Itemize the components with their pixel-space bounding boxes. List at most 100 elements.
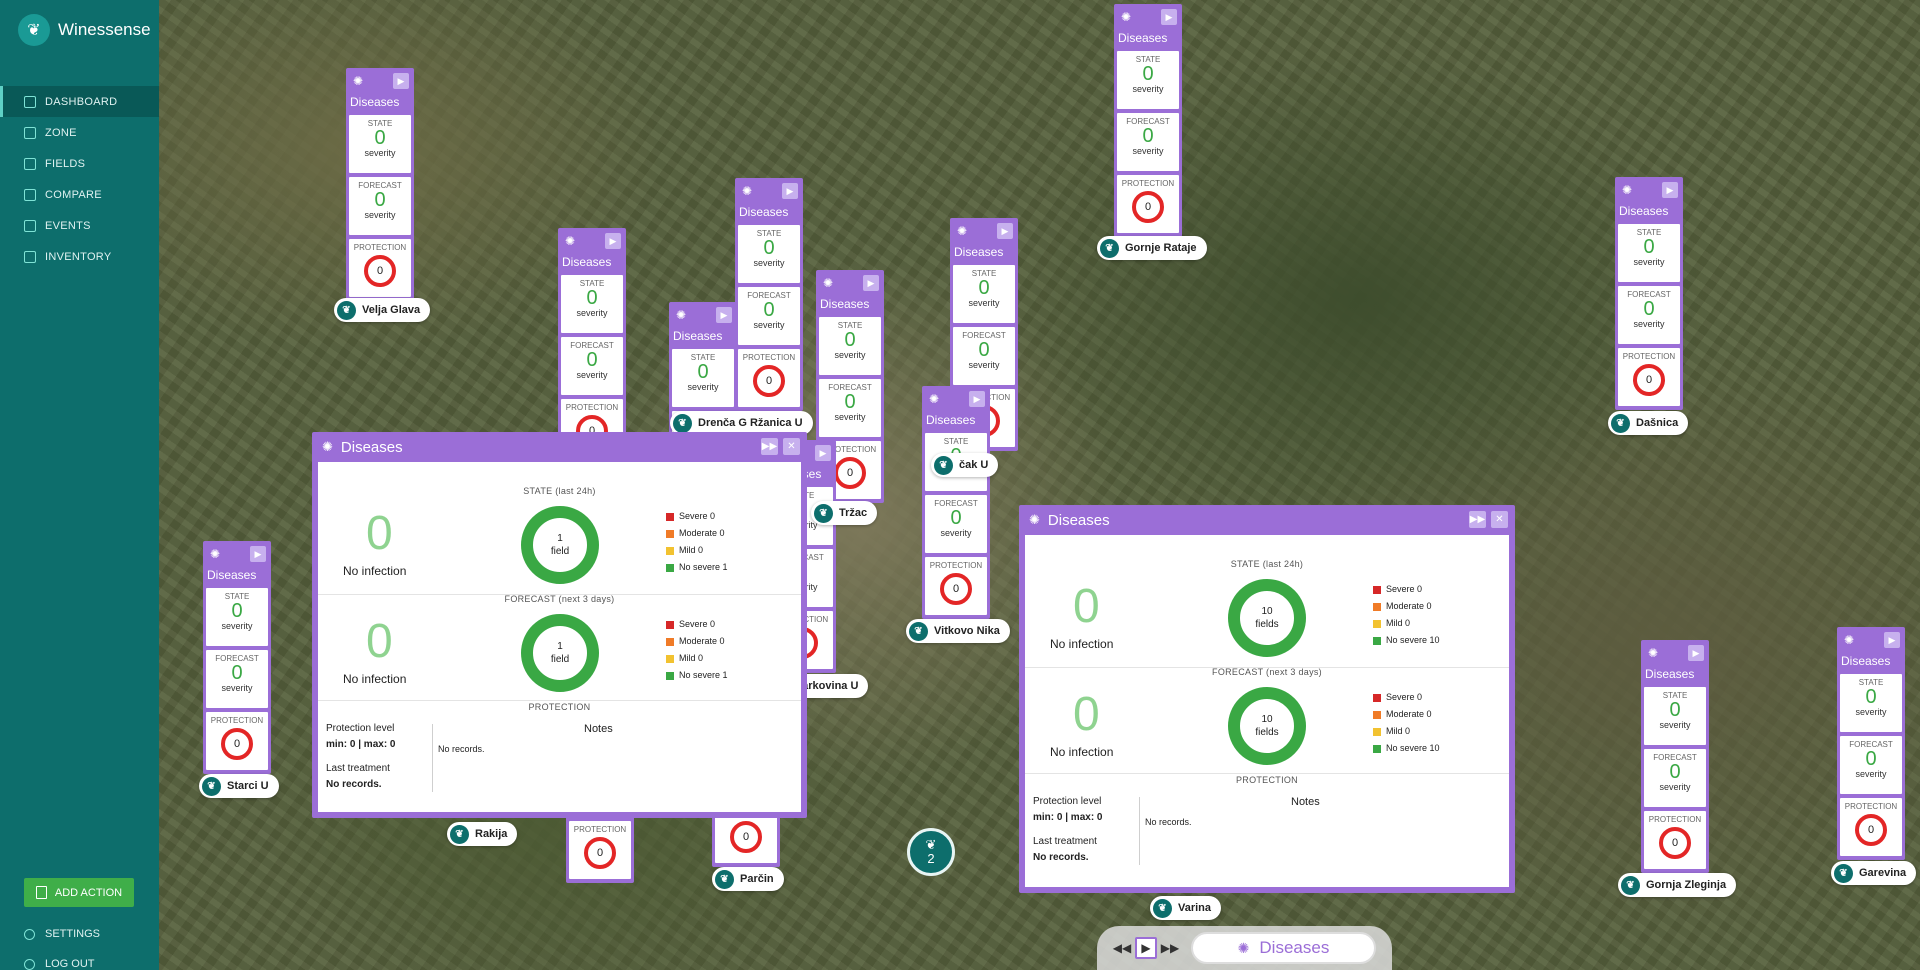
logo[interactable]: ❦ Winessense: [18, 14, 151, 46]
divider: [432, 724, 433, 792]
diseases-popup[interactable]: ✺ Diseases ▶▶ ✕ STATE (last 24h) 0 No in…: [1019, 505, 1515, 893]
nav-fields[interactable]: FIELDS: [0, 148, 159, 179]
nav-inventory[interactable]: INVENTORY: [0, 241, 159, 272]
timeline-player: ◀◀ ▶ ▶▶ ✺ Diseases: [1097, 926, 1392, 970]
location-pin[interactable]: ❦ Tržac: [811, 501, 878, 525]
protection-label: PROTECTION: [565, 403, 619, 412]
location-pin[interactable]: ❦ Gornje Rataje: [1097, 236, 1207, 260]
protection-box: PROTECTION 0: [1618, 348, 1680, 406]
virus-icon: ✺: [353, 74, 364, 88]
expand-arrow-icon[interactable]: ▶: [1884, 632, 1900, 648]
expand-arrow-icon[interactable]: ▶: [605, 233, 621, 249]
virus-icon: ✺: [957, 224, 968, 238]
notes-value: No records.: [438, 744, 485, 754]
expand-arrow-icon[interactable]: ▶: [997, 223, 1013, 239]
location-pin[interactable]: ❦ Varina: [1150, 896, 1222, 920]
expand-arrow-icon[interactable]: ▶: [969, 391, 985, 407]
expand-arrow-icon[interactable]: ▶: [393, 73, 409, 89]
nav-events[interactable]: EVENTS: [0, 210, 159, 241]
location-pin[interactable]: ❦ Parčin: [712, 867, 784, 891]
expand-arrow-icon[interactable]: ▶: [815, 445, 831, 461]
layer-selector[interactable]: ✺ Diseases: [1191, 932, 1376, 964]
grape-icon: ❦: [909, 621, 928, 641]
expand-arrow-icon[interactable]: ▶: [782, 183, 798, 199]
nav-compare[interactable]: COMPARE: [0, 179, 159, 210]
legend-swatch: [1373, 585, 1381, 594]
popup-header: ✺ Diseases ▶▶ ✕: [318, 432, 801, 462]
protection-level-label: Protection level: [326, 723, 395, 734]
expand-arrow-icon[interactable]: ▶: [1161, 9, 1177, 25]
close-icon[interactable]: ✕: [1491, 511, 1508, 528]
legend-item: Severe 0: [666, 508, 728, 525]
forecast-label: FORECAST: [1627, 290, 1671, 299]
logout-link[interactable]: LOG OUT: [24, 958, 95, 970]
nav-zone[interactable]: ZONE: [0, 117, 159, 148]
forecast-text: No infection: [1050, 745, 1114, 759]
severity-label: severity: [1132, 84, 1164, 94]
expand-arrow-icon[interactable]: ▶: [1662, 182, 1678, 198]
grape-icon: ❦: [814, 503, 833, 523]
rewind-button[interactable]: ◀◀: [1112, 941, 1132, 955]
protection-ring: 0: [834, 457, 866, 489]
expand-arrow-icon[interactable]: ▶: [863, 275, 879, 291]
grape-icon: ❦: [715, 869, 734, 889]
forecast-donut: 1 field: [521, 614, 599, 692]
location-pin[interactable]: ❦ Garevina: [1831, 861, 1917, 885]
forecast-value: 0: [1669, 761, 1681, 783]
card-title: Diseases: [739, 205, 789, 219]
play-button[interactable]: ▶: [1135, 937, 1157, 959]
location-pin[interactable]: ❦ Gornja Zleginja: [1618, 873, 1737, 897]
nav-dashboard[interactable]: DASHBOARD: [0, 86, 159, 117]
location-pin[interactable]: ❦ Velja Glava: [334, 298, 431, 322]
legend-label: Moderate 0: [1386, 601, 1432, 611]
expand-arrow-icon[interactable]: ▶: [250, 546, 266, 562]
grape-icon: ❦: [1153, 898, 1172, 918]
last-treatment-value: No records.: [326, 779, 382, 790]
popup-body: STATE (last 24h) 0 No infection 10 fields…: [1025, 535, 1509, 887]
expand-arrow-icon[interactable]: ▶: [1688, 645, 1704, 661]
location-pin[interactable]: ❦ Vitkovo Nika: [906, 619, 1010, 643]
close-icon[interactable]: ✕: [783, 438, 800, 455]
forecast-label: FORECAST: [570, 341, 614, 350]
fast-forward-button[interactable]: ▶▶: [1160, 941, 1180, 955]
location-pin[interactable]: ❦ čak U: [931, 453, 999, 477]
grape-icon: ❦: [1834, 863, 1853, 883]
protection-level-value: min: 0 | max: 0: [326, 739, 396, 750]
expand-arrow-icon[interactable]: ▶: [716, 307, 732, 323]
legend-label: Moderate 0: [1386, 709, 1432, 719]
fast-forward-icon[interactable]: ▶▶: [761, 438, 778, 455]
state-value: 0: [366, 507, 393, 560]
protection-header: PROTECTION: [1235, 775, 1298, 785]
legend-swatch: [1373, 727, 1381, 736]
location-pin[interactable]: ❦ Drenča G Ržanica U: [670, 411, 813, 435]
location-name: Markovina U: [793, 680, 859, 692]
settings-link[interactable]: SETTINGS: [24, 928, 100, 940]
fast-forward-icon[interactable]: ▶▶: [1469, 511, 1486, 528]
state-text: No infection: [343, 564, 407, 578]
state-header: STATE (last 24h): [523, 486, 596, 496]
grape-icon: ❦: [934, 455, 953, 475]
popup-title: Diseases: [1047, 511, 1110, 529]
satellite-map[interactable]: ✺ ▶ Diseases STATE 0 severity FORECAST 0 sev…: [159, 0, 1920, 970]
field-cluster-marker[interactable]: ❦ 2: [907, 828, 955, 876]
location-pin[interactable]: ❦ Dašnica: [1608, 411, 1689, 435]
location-pin[interactable]: ❦ Rakija: [447, 822, 518, 846]
legend-item: Moderate 0: [1373, 598, 1440, 615]
popup-body: STATE (last 24h) 0 No infection 1 field S…: [318, 462, 801, 812]
location-pin[interactable]: ❦ Starci U: [199, 774, 279, 798]
diseases-popup[interactable]: ✺ Diseases ▶▶ ✕ STATE (last 24h) 0 No in…: [312, 432, 807, 818]
protection-value: 0: [952, 583, 960, 595]
add-action-button[interactable]: ADD ACTION: [24, 878, 134, 907]
